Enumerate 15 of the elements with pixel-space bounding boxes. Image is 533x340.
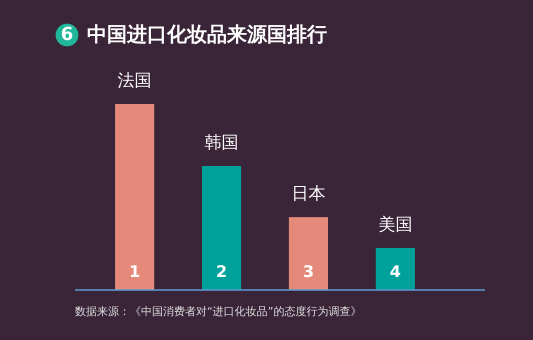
x-tick-label: 韩国 xyxy=(204,132,239,153)
annotation: 1 xyxy=(129,262,140,281)
annotation: 2 xyxy=(216,262,228,281)
annotation: 4 xyxy=(390,262,401,281)
x-tick-label: 美国 xyxy=(378,214,412,235)
bar xyxy=(288,217,328,290)
bar xyxy=(376,248,415,290)
bar xyxy=(115,104,154,290)
x-tick-label: 日本 xyxy=(291,184,326,204)
bar xyxy=(202,166,242,290)
x-tick-label: 法国 xyxy=(118,71,152,91)
chart-title: 中国进口化妆品来源国排行 xyxy=(87,22,327,46)
source-note: 数据来源：《中国消费者对“进口化妆品”的态度行为调查》 xyxy=(75,305,362,318)
annotation: 3 xyxy=(302,262,314,281)
text: 6 xyxy=(60,24,74,45)
